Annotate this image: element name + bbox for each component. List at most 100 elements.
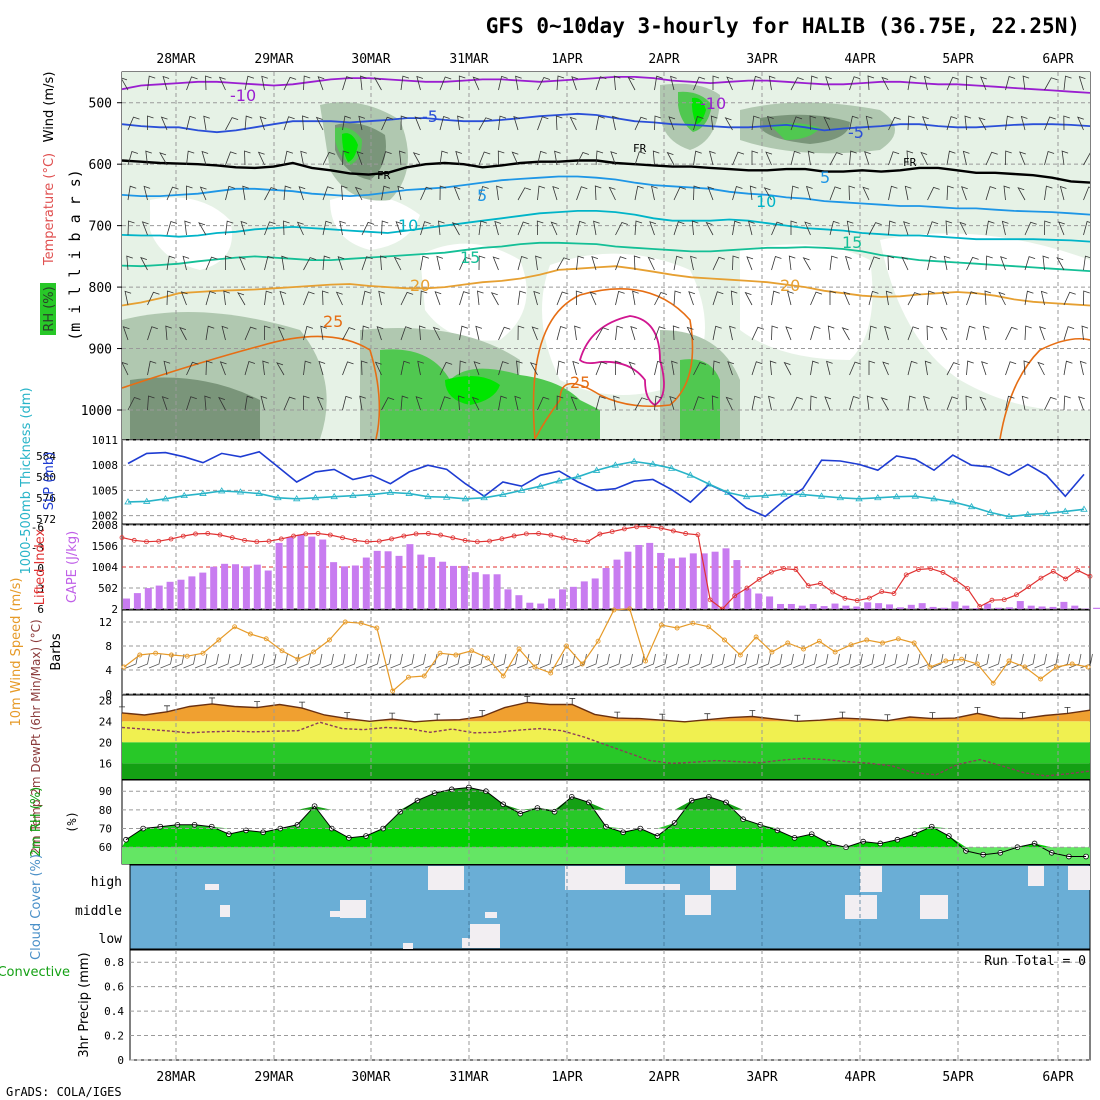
- wind-barb: [1019, 151, 1026, 166]
- cape-li-axes: -6 -3 0 3 6 2 502 1004 1506 2008: [31, 519, 119, 616]
- wind10m-barb: [171, 653, 185, 669]
- wind-barb: [556, 75, 565, 91]
- wind-barb: [725, 396, 733, 411]
- wind-barb: [942, 291, 949, 306]
- wind-barb: [841, 327, 850, 341]
- wind10m-barb: [528, 653, 541, 669]
- wind-barb: [126, 255, 133, 271]
- wind10m-barb: [390, 653, 403, 669]
- wind-barb: [906, 150, 914, 166]
- wind-barb: [244, 150, 251, 166]
- wind-barb: [712, 256, 726, 271]
- wind10m-barb: [769, 653, 783, 669]
- wind-barb: [140, 256, 148, 271]
- wind-barb: [179, 326, 187, 341]
- wind-barb: [595, 150, 604, 166]
- wind-barb: [978, 117, 987, 131]
- wind-barb: [342, 115, 352, 131]
- wind-barb: [866, 395, 874, 411]
- wind-barb: [746, 256, 754, 271]
- temp-minmax-marker: [209, 697, 216, 704]
- wind-barb: [276, 362, 285, 376]
- wind-barb: [204, 395, 211, 411]
- wind-barb: [514, 395, 522, 411]
- wind-barb: [849, 395, 860, 411]
- wind10m-marker: [785, 640, 791, 646]
- isotherm-25-label: 25: [323, 312, 343, 331]
- cape-bar: [232, 564, 239, 609]
- cape-bar: [591, 578, 599, 609]
- wind-barb: [888, 116, 901, 131]
- top-date-label: 29MAR: [254, 52, 293, 67]
- precip-tick-label: 0.6: [104, 981, 124, 994]
- wind-barb: [693, 76, 706, 91]
- wind-barb: [1058, 221, 1065, 236]
- wind-barb: [360, 75, 367, 91]
- wind-barb: [652, 150, 660, 166]
- cape-bar: [875, 603, 883, 609]
- wind-barb: [1044, 116, 1056, 131]
- top-date-label: 6APR: [1042, 52, 1073, 67]
- cape-bar: [1005, 607, 1013, 609]
- rh2m-tick-label: 60: [99, 841, 112, 854]
- wind-barb: [693, 115, 704, 131]
- wind-barb: [1042, 255, 1050, 271]
- precip-type-label: Total / Rain / Convective: [0, 965, 70, 980]
- wind-barb: [127, 397, 141, 411]
- bottom-date-label: 2APR: [648, 1070, 679, 1085]
- wind-barb: [1022, 75, 1030, 91]
- wind-barb: [459, 360, 467, 376]
- wind-barb: [1024, 325, 1032, 341]
- wind-barb: [810, 325, 821, 341]
- wind-barb: [400, 75, 410, 91]
- wind10m-marker: [279, 648, 285, 654]
- cape-bar: [1027, 605, 1035, 609]
- wind-barb: [688, 291, 696, 306]
- wind-barb: [556, 291, 569, 306]
- wind-barb: [907, 292, 921, 306]
- wind-barb: [634, 151, 646, 166]
- wind10m-axes: 0 4 8 12: [99, 616, 113, 701]
- wind-barb: [712, 325, 722, 341]
- cape-bar: [700, 553, 708, 609]
- wind-barb: [205, 325, 215, 341]
- wind-barb: [1024, 290, 1034, 306]
- cape-bar: [493, 574, 501, 609]
- temp-minmax-marker: [434, 713, 441, 721]
- wind-barb: [771, 290, 780, 306]
- wind-barb: [849, 115, 859, 131]
- cape-bar: [569, 586, 577, 609]
- wind-barb: [846, 220, 854, 236]
- wind-barb: [339, 220, 346, 236]
- wind-barb: [904, 185, 912, 201]
- wind-barb: [498, 326, 511, 341]
- cape-bar: [242, 566, 250, 609]
- wind-barb: [867, 75, 875, 91]
- wind-barb: [982, 325, 990, 341]
- wind-barb: [881, 76, 889, 91]
- isotherm-25-contour: [999, 337, 1090, 439]
- wind10m-barb: [712, 653, 725, 669]
- wind10m-marker: [516, 646, 522, 652]
- wind-barb: [498, 115, 507, 131]
- wind-barb: [1024, 256, 1036, 271]
- wind-barb: [166, 186, 179, 201]
- lifted-index-marker: [1038, 575, 1044, 581]
- wind-barb: [459, 325, 469, 341]
- wind-barb: [550, 221, 558, 236]
- wind-barb: [1044, 220, 1051, 236]
- cape-bar: [820, 606, 828, 609]
- thickness-tick-label: 572: [36, 513, 56, 526]
- wind-barb: [965, 395, 973, 411]
- wind-barb: [223, 290, 230, 306]
- wind10m-barb: [263, 653, 277, 669]
- wind-barb: [712, 291, 724, 306]
- wind-barb: [769, 360, 777, 376]
- wind-barb: [315, 116, 324, 131]
- wind-barb: [147, 75, 156, 91]
- temp-minmax-marker: [614, 711, 621, 719]
- wind-barb: [634, 397, 648, 411]
- wind-barb: [415, 396, 423, 411]
- wind-barb: [924, 360, 932, 376]
- wind10m-marker: [232, 624, 238, 630]
